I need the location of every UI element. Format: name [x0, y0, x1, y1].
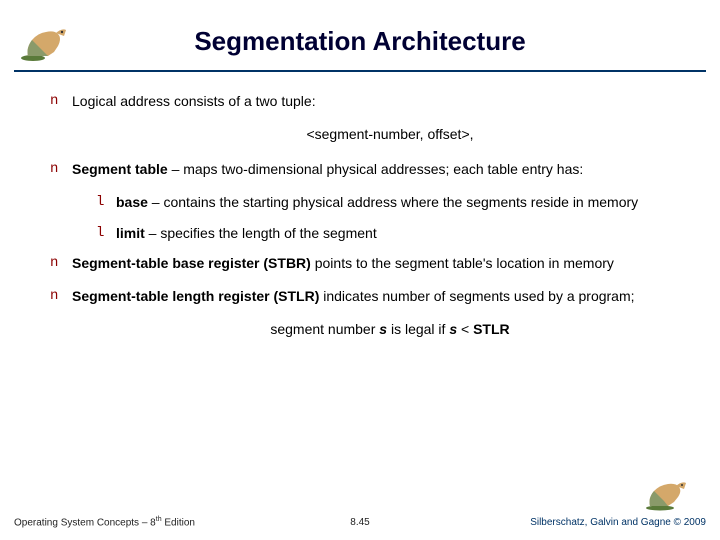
var-s: s — [379, 321, 387, 337]
header: Segmentation Architecture — [0, 18, 720, 74]
text: – maps two-dimensional physical addresse… — [168, 161, 584, 177]
bullet-marker: n — [50, 160, 72, 179]
term-base: base — [116, 194, 148, 210]
footer-right: Silberschatz, Galvin and Gagne © 2009 — [530, 517, 706, 528]
text: segment number — [270, 321, 379, 337]
footer: Operating System Concepts – 8th Edition … — [0, 502, 720, 532]
sub-bullet-text: base – contains the starting physical ad… — [116, 193, 690, 212]
content: n Logical address consists of a two tupl… — [50, 92, 690, 339]
var-s: s — [449, 321, 457, 337]
bullet-text: Segment-table length register (STLR) ind… — [72, 287, 690, 306]
bullet-marker: n — [50, 92, 72, 111]
sub-bullet-item: l limit – specifies the length of the se… — [96, 224, 690, 243]
term-limit: limit — [116, 225, 145, 241]
text: is legal if — [387, 321, 449, 337]
sub-bullet-item: l base – contains the starting physical … — [96, 193, 690, 212]
term-segment-table: Segment table — [72, 161, 168, 177]
term-stlr: Segment-table length register (STLR) — [72, 288, 319, 304]
bullet-item: n Segment-table base register (STBR) poi… — [50, 254, 690, 273]
sub-bullet-marker: l — [96, 224, 116, 243]
text: < — [457, 321, 473, 337]
dinosaur-icon — [18, 18, 78, 63]
bullet-marker: n — [50, 254, 72, 273]
slide: Segmentation Architecture n Logical addr… — [0, 0, 720, 540]
bullet-text: Segment-table base register (STBR) point… — [72, 254, 690, 273]
text: – contains the starting physical address… — [148, 194, 638, 210]
page-title: Segmentation Architecture — [0, 18, 720, 57]
bullet-item: n Logical address consists of a two tupl… — [50, 92, 690, 111]
bullet-text: Logical address consists of a two tuple: — [72, 92, 690, 111]
term-stlr-ref: STLR — [473, 321, 510, 337]
sub-bullet-text: limit – specifies the length of the segm… — [116, 224, 690, 243]
text: points to the segment table's location i… — [311, 255, 614, 271]
text: indicates number of segments used by a p… — [319, 288, 634, 304]
tuple-expression: <segment-number, offset>, — [50, 125, 690, 144]
legality-condition: segment number s is legal if s < STLR — [90, 320, 690, 339]
sub-bullet-list: l base – contains the starting physical … — [96, 193, 690, 243]
bullet-item: n Segment table – maps two-dimensional p… — [50, 160, 690, 179]
bullet-marker: n — [50, 287, 72, 306]
bullet-text: Segment table – maps two-dimensional phy… — [72, 160, 690, 179]
term-stbr: Segment-table base register (STBR) — [72, 255, 311, 271]
sub-bullet-marker: l — [96, 193, 116, 212]
bullet-item: n Segment-table length register (STLR) i… — [50, 287, 690, 306]
header-rule — [14, 70, 706, 72]
text: – specifies the length of the segment — [145, 225, 377, 241]
